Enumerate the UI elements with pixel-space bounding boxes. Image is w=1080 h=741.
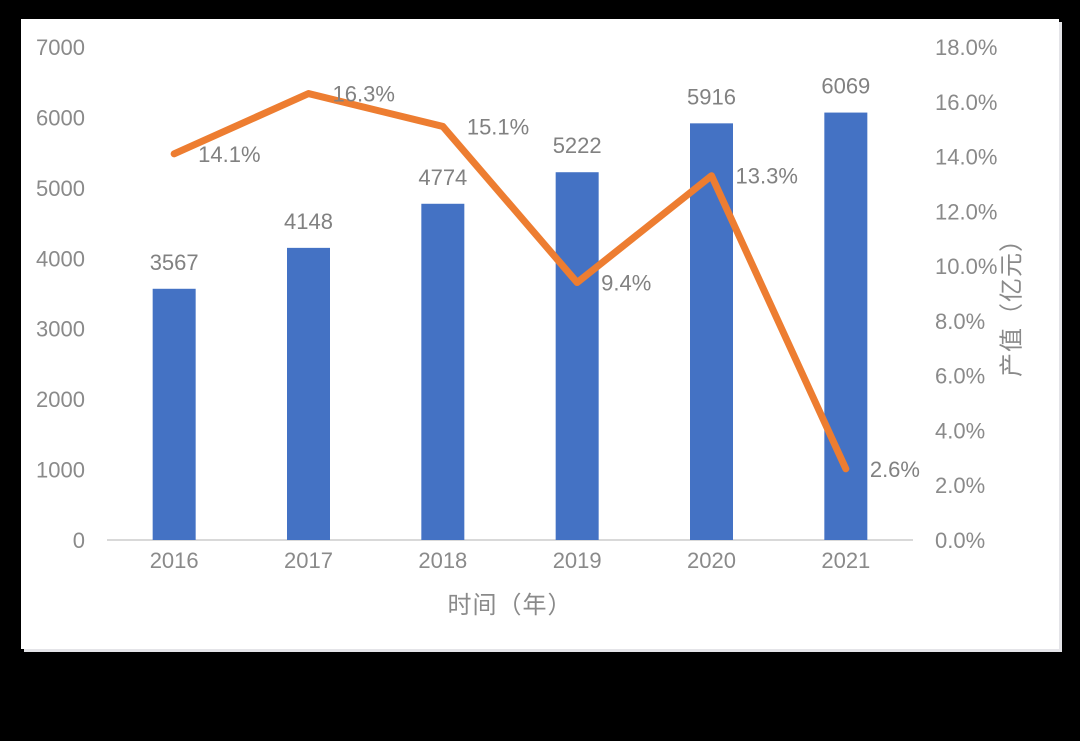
x-axis-tick-label: 2020 [687, 548, 736, 573]
line-point-label: 2.6% [870, 457, 920, 482]
x-axis-title: 时间（年） [447, 592, 573, 619]
right-axis-tick-label: 6.0% [935, 364, 985, 389]
right-y-axis-title: 产值（亿元） [998, 227, 1026, 377]
left-axis-tick-label: 5000 [36, 176, 85, 201]
bar-2019 [555, 172, 599, 541]
right-axis-tick-label: 14.0% [935, 145, 997, 170]
line-point-label: 16.3% [333, 82, 395, 107]
right-axis-tick-label: 2.0% [935, 473, 985, 498]
bar-value-label: 6069 [821, 74, 870, 99]
right-axis-tick-label: 16.0% [935, 90, 997, 115]
bar-2016 [152, 288, 196, 540]
bar-2017 [287, 247, 330, 540]
left-axis-tick-label: 7000 [36, 35, 85, 60]
x-axis-tick-label: 2018 [418, 548, 467, 573]
left-axis-tick-label: 6000 [36, 105, 85, 130]
bar-2021 [824, 112, 868, 540]
x-axis-tick-label: 2016 [150, 548, 199, 573]
left-axis-tick-label: 1000 [36, 458, 85, 483]
bar-value-label: 4774 [418, 165, 467, 190]
left-axis-tick-label: 2000 [36, 387, 85, 412]
chart-panel: 0 1000 2000 3000 4000 5000 6000 7000 0.0% 2.0% 4.0… [21, 19, 1059, 649]
bar-value-label: 5916 [687, 84, 736, 109]
left-axis-tick-label: 3000 [36, 317, 85, 342]
bar-value-label: 5222 [553, 133, 602, 158]
line-point-label: 15.1% [467, 114, 529, 139]
left-axis-tick-label: 4000 [36, 246, 85, 271]
combo-chart: 0 1000 2000 3000 4000 5000 6000 7000 0.0% 2.0% 4.0… [36, 35, 997, 573]
bar-value-label: 3567 [150, 250, 199, 275]
right-axis-tick-label: 12.0% [935, 199, 997, 224]
x-axis-tick-label: 2017 [284, 548, 333, 573]
bar-2020 [690, 123, 733, 540]
left-axis-tick-label: 0 [73, 528, 85, 553]
right-axis-tick-label: 4.0% [935, 418, 985, 443]
right-axis-tick-label: 0.0% [935, 528, 985, 553]
right-axis-tick-label: 18.0% [935, 35, 997, 60]
x-axis-tick-label: 2019 [553, 548, 602, 573]
bar-2018 [421, 203, 465, 541]
line-point-label: 14.1% [198, 142, 260, 167]
growth-rate-line [170, 90, 850, 473]
line-point-label: 9.4% [601, 271, 651, 296]
right-axis-tick-label: 8.0% [935, 309, 985, 334]
right-axis-tick-label: 10.0% [935, 254, 997, 279]
bar-value-label: 4148 [284, 209, 333, 234]
line-point-label: 13.3% [736, 164, 798, 189]
x-axis-tick-label: 2021 [821, 548, 870, 573]
